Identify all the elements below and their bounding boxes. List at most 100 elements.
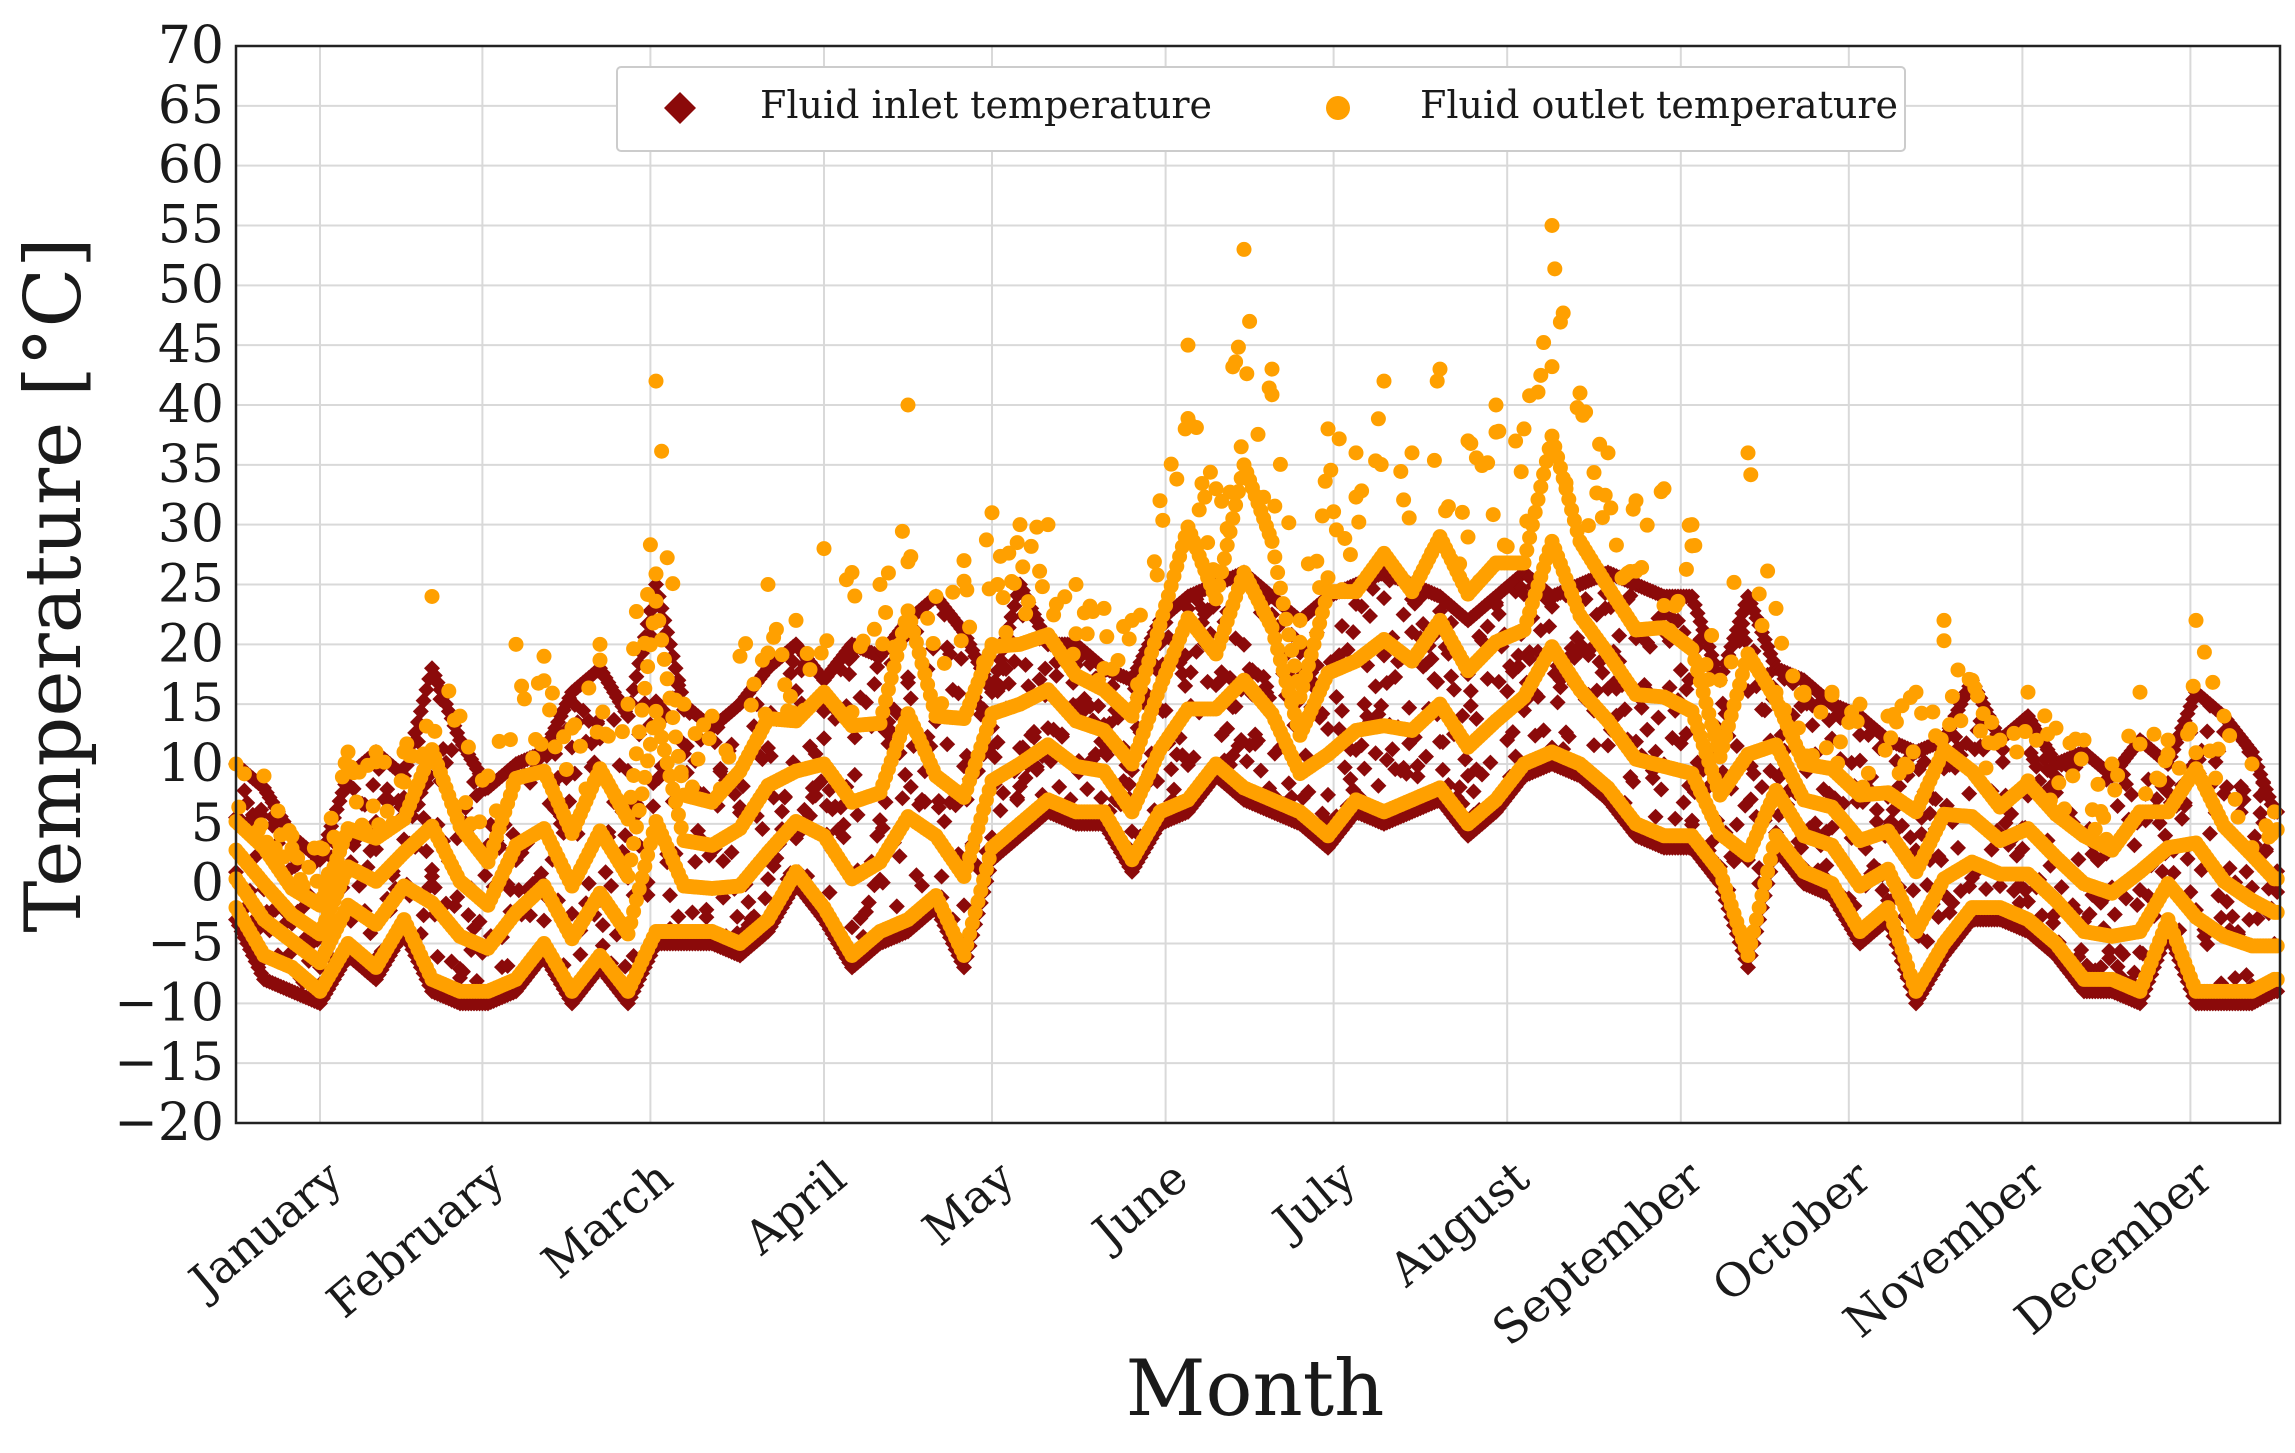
point-outlet xyxy=(847,589,862,604)
point-outlet xyxy=(926,636,941,651)
point-outlet xyxy=(517,691,532,706)
point-outlet xyxy=(626,836,641,851)
point-outlet xyxy=(651,613,666,628)
point-inlet xyxy=(1253,763,1269,779)
point-outlet xyxy=(559,762,574,777)
point-outlet xyxy=(657,743,672,758)
point-outlet xyxy=(691,752,706,767)
point-inlet xyxy=(670,909,686,925)
point-outlet xyxy=(783,689,798,704)
point-outlet xyxy=(545,686,560,701)
point-inlet xyxy=(1396,607,1412,623)
point-inlet xyxy=(1051,779,1067,795)
point-outlet xyxy=(593,653,608,668)
point-outlet xyxy=(1402,510,1417,525)
point-outlet xyxy=(651,717,666,732)
point-outlet xyxy=(640,753,655,768)
point-outlet xyxy=(747,677,762,692)
point-outlet xyxy=(324,811,339,826)
point-outlet xyxy=(1217,551,1232,566)
point-inlet xyxy=(740,894,756,910)
point-outlet xyxy=(525,751,540,766)
point-outlet xyxy=(461,740,476,755)
point-inlet xyxy=(1376,590,1392,606)
point-outlet xyxy=(721,750,736,765)
point-inlet xyxy=(645,798,661,814)
point-outlet xyxy=(637,681,652,696)
point-outlet xyxy=(1203,465,1218,480)
point-outlet xyxy=(867,622,882,637)
point-inlet xyxy=(866,676,882,692)
point-outlet xyxy=(934,696,949,711)
point-inlet xyxy=(936,813,952,829)
point-inlet xyxy=(934,869,950,885)
point-inlet xyxy=(2107,907,2123,923)
point-inlet xyxy=(236,783,252,799)
point-outlet xyxy=(1231,340,1246,355)
point-inlet xyxy=(365,777,381,793)
point-outlet xyxy=(1374,457,1389,472)
point-outlet xyxy=(654,444,669,459)
point-outlet xyxy=(1147,554,1162,569)
point-outlet xyxy=(1150,567,1165,582)
point-inlet xyxy=(1370,778,1386,794)
point-outlet xyxy=(856,634,871,649)
point-inlet xyxy=(1009,792,1025,808)
point-outlet xyxy=(996,590,1011,605)
point-outlet xyxy=(1396,492,1411,507)
point-outlet xyxy=(1321,570,1336,585)
point-inlet xyxy=(2202,826,2218,842)
point-outlet xyxy=(472,814,487,829)
point-outlet xyxy=(657,652,672,667)
point-outlet xyxy=(674,765,689,780)
point-outlet xyxy=(1427,453,1442,468)
point-outlet xyxy=(990,577,1005,592)
point-inlet xyxy=(729,909,745,925)
point-outlet xyxy=(1189,420,1204,435)
point-inlet xyxy=(1079,781,1095,797)
point-inlet xyxy=(1586,737,1602,753)
point-outlet xyxy=(649,704,664,719)
point-inlet xyxy=(477,867,493,883)
point-inlet xyxy=(1446,682,1462,698)
point-outlet xyxy=(1270,565,1285,580)
point-outlet xyxy=(1035,579,1050,594)
point-outlet xyxy=(654,730,669,745)
point-inlet xyxy=(1650,710,1666,726)
point-inlet xyxy=(1653,782,1669,798)
point-outlet xyxy=(349,795,364,810)
point-outlet xyxy=(649,566,664,581)
point-outlet xyxy=(1371,411,1386,426)
point-outlet xyxy=(632,803,647,818)
point-outlet xyxy=(775,647,790,662)
point-inlet xyxy=(1093,790,1109,806)
point-outlet xyxy=(819,633,834,648)
point-outlet xyxy=(635,703,650,718)
point-outlet xyxy=(595,705,610,720)
point-inlet xyxy=(2110,798,2126,814)
point-inlet xyxy=(1482,755,1498,771)
point-outlet xyxy=(665,576,680,591)
point-outlet xyxy=(1239,366,1254,381)
point-outlet xyxy=(1354,483,1369,498)
point-outlet xyxy=(1080,626,1095,641)
point-outlet xyxy=(623,852,638,867)
point-outlet xyxy=(1099,629,1114,644)
point-inlet xyxy=(816,730,832,746)
point-outlet xyxy=(979,532,994,547)
point-outlet xyxy=(895,524,910,539)
point-inlet xyxy=(894,790,910,806)
point-outlet xyxy=(1461,530,1476,545)
point-inlet xyxy=(1611,628,1627,644)
point-outlet xyxy=(1220,538,1235,553)
point-outlet xyxy=(537,673,552,688)
point-outlet xyxy=(534,737,549,752)
point-outlet xyxy=(1066,647,1081,662)
point-outlet xyxy=(643,537,658,552)
point-inlet xyxy=(2180,851,2196,867)
point-outlet xyxy=(629,819,644,834)
point-inlet xyxy=(1466,784,1482,800)
point-outlet xyxy=(702,731,717,746)
